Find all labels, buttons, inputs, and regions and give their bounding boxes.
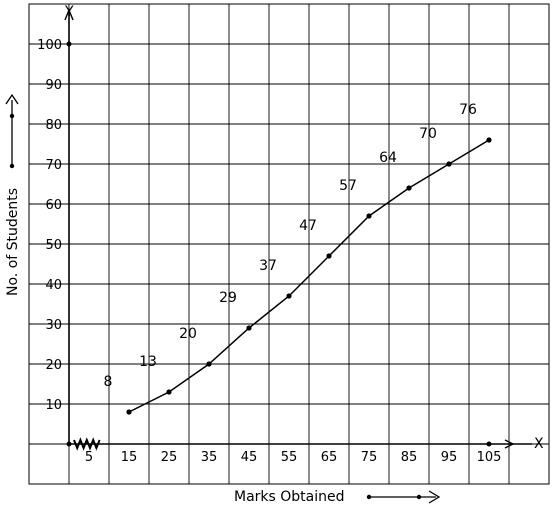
x-tick-label: 75 [361, 450, 378, 465]
data-point [246, 325, 252, 331]
x-axis-arrowhead [504, 439, 515, 449]
data-label: 20 [179, 326, 197, 342]
data-point [126, 409, 132, 415]
y-tick-label: 30 [45, 318, 62, 333]
y-axis-arrowhead [64, 8, 74, 21]
axes [64, 8, 532, 451]
x-tick-label: 15 [121, 450, 138, 465]
data-label: 70 [419, 126, 437, 142]
y-tick-label: 50 [45, 238, 62, 253]
x-direction-arrow-icon [366, 490, 441, 504]
data-label: 37 [259, 258, 277, 274]
data-point [486, 137, 492, 143]
x-axis-letter: X [534, 436, 544, 452]
x-axis-label: Marks Obtained [234, 489, 345, 505]
data-label: 29 [219, 290, 237, 306]
x-tick-label: 25 [161, 450, 178, 465]
y-axis-end-point [66, 41, 72, 47]
y-axis-label: No. of Students [5, 188, 21, 296]
data-labels: 8 13 20 29 37 47 57 64 70 76 [104, 102, 477, 390]
data-point [406, 185, 412, 191]
y-direction-arrow-icon [5, 93, 19, 169]
y-tick-label: 20 [45, 358, 62, 373]
axis-break-icon [73, 437, 101, 451]
y-tick-label: 80 [45, 118, 62, 133]
data-point [366, 213, 372, 219]
y-tick-label: 40 [45, 278, 62, 293]
x-axis-end-point [486, 441, 492, 447]
series-line-path [128, 139, 490, 413]
x-tick-label: 55 [281, 450, 298, 465]
x-tick-label: 105 [477, 450, 502, 465]
data-label: 13 [139, 354, 157, 370]
series-line [126, 137, 492, 415]
data-point [206, 361, 212, 367]
y-tick-label: 10 [45, 398, 62, 413]
data-label: 8 [104, 374, 113, 390]
x-tick-label: 5 [85, 450, 93, 465]
grid [28, 3, 550, 485]
x-tick-label: 45 [241, 450, 258, 465]
data-point [446, 161, 452, 167]
y-tick-label: 70 [45, 158, 62, 173]
y-tick-label: 90 [45, 78, 62, 93]
x-tick-label: 35 [201, 450, 218, 465]
data-label: 64 [379, 150, 397, 166]
x-tick-label: 65 [321, 450, 338, 465]
y-tick-label: 60 [45, 198, 62, 213]
tick-labels: 5 15 25 35 45 55 65 75 85 95 105 10 20 30 40 50 60 70 80 90… [37, 38, 501, 465]
data-point [166, 389, 172, 395]
x-tick-label: 95 [441, 450, 458, 465]
y-axis-letter: Y [64, 4, 74, 20]
data-label: 76 [459, 102, 477, 118]
x-tick-label: 85 [401, 450, 418, 465]
origin-point [66, 441, 72, 447]
data-label: 57 [339, 178, 357, 194]
y-tick-label: 100 [37, 38, 62, 53]
data-point [286, 293, 292, 299]
data-label: 47 [299, 218, 317, 234]
data-point [326, 253, 332, 259]
